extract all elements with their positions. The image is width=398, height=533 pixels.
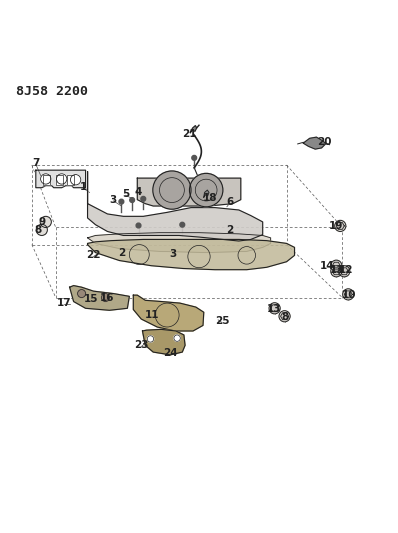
Circle shape [147, 336, 154, 342]
Polygon shape [137, 178, 241, 206]
Polygon shape [88, 172, 263, 241]
Text: 2: 2 [119, 247, 126, 257]
Text: 25: 25 [215, 317, 229, 326]
FancyBboxPatch shape [43, 175, 50, 184]
Circle shape [57, 174, 67, 184]
Text: 13: 13 [330, 265, 345, 274]
Text: 3: 3 [110, 195, 117, 205]
Circle shape [41, 174, 51, 184]
Text: 8J58 2200: 8J58 2200 [16, 85, 88, 99]
Text: 14: 14 [320, 261, 334, 271]
Text: 17: 17 [57, 298, 71, 308]
Circle shape [101, 294, 109, 302]
Text: 22: 22 [86, 251, 101, 260]
Circle shape [130, 198, 135, 203]
Text: 6: 6 [226, 197, 233, 207]
Circle shape [40, 216, 51, 228]
Polygon shape [344, 291, 352, 298]
Text: 10: 10 [342, 290, 357, 300]
Polygon shape [332, 262, 340, 269]
Circle shape [153, 171, 191, 209]
Circle shape [141, 197, 146, 201]
Polygon shape [88, 233, 271, 253]
Circle shape [78, 289, 86, 297]
Circle shape [269, 303, 280, 314]
Circle shape [189, 173, 223, 207]
Polygon shape [340, 268, 348, 274]
Circle shape [136, 223, 141, 228]
Circle shape [331, 260, 342, 271]
FancyBboxPatch shape [67, 175, 74, 184]
Text: 16: 16 [100, 293, 114, 303]
Text: 15: 15 [84, 294, 98, 304]
Text: 8: 8 [34, 225, 41, 235]
Polygon shape [133, 295, 204, 331]
Circle shape [180, 222, 185, 227]
Text: 20: 20 [317, 138, 332, 147]
Text: 24: 24 [163, 348, 178, 358]
Text: 2: 2 [226, 225, 233, 235]
Circle shape [339, 266, 350, 277]
Polygon shape [190, 126, 197, 133]
Circle shape [119, 199, 124, 204]
Text: 3: 3 [170, 249, 177, 259]
Text: 11: 11 [145, 310, 159, 320]
Polygon shape [70, 286, 129, 310]
Polygon shape [271, 305, 279, 312]
Polygon shape [142, 329, 185, 355]
Circle shape [335, 220, 346, 231]
Text: 23: 23 [134, 340, 148, 350]
Text: 13: 13 [267, 304, 281, 314]
Circle shape [174, 335, 180, 341]
Circle shape [343, 289, 354, 300]
Circle shape [331, 266, 342, 277]
Text: 19: 19 [329, 221, 343, 231]
Circle shape [279, 311, 290, 322]
Text: 12: 12 [339, 265, 353, 274]
FancyBboxPatch shape [56, 175, 63, 184]
Text: 4: 4 [135, 188, 142, 197]
Text: 9: 9 [38, 217, 45, 227]
Text: 8: 8 [281, 312, 288, 322]
Polygon shape [88, 239, 295, 270]
Circle shape [192, 156, 197, 160]
Polygon shape [303, 137, 326, 149]
Circle shape [36, 224, 47, 236]
Polygon shape [204, 190, 209, 197]
Text: 5: 5 [122, 189, 129, 199]
Polygon shape [281, 313, 289, 320]
Text: 1: 1 [80, 182, 87, 192]
Text: 21: 21 [182, 130, 196, 139]
Polygon shape [332, 268, 340, 274]
Text: 18: 18 [203, 193, 217, 203]
Polygon shape [36, 170, 86, 188]
Text: 7: 7 [32, 158, 39, 168]
Circle shape [70, 175, 81, 185]
Polygon shape [336, 222, 344, 229]
